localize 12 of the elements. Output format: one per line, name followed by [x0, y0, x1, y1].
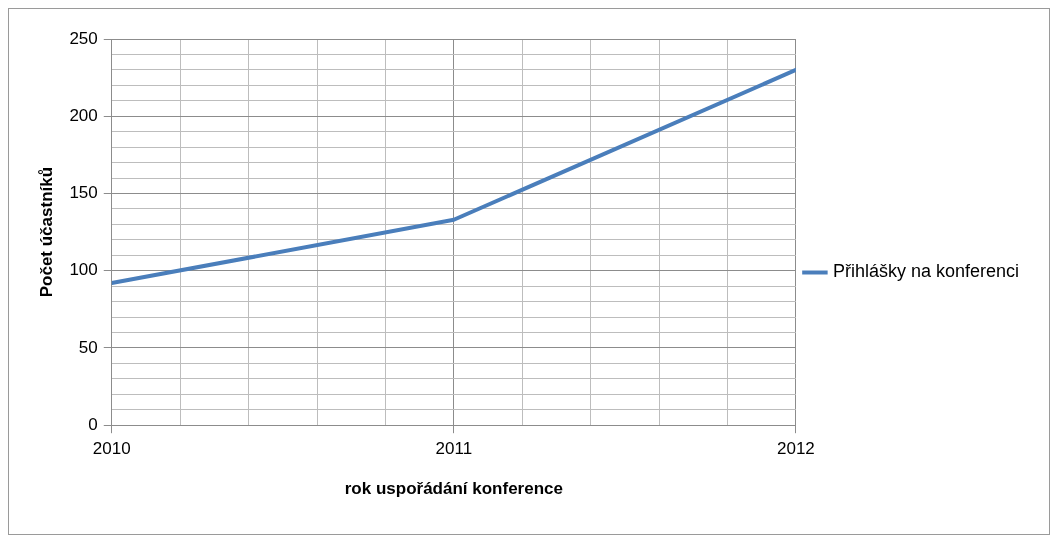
x-axis-title: rok uspořádání konference [344, 479, 563, 499]
legend-label: Přihlášky na konferenci [832, 261, 1019, 282]
y-tick-label: 100 [69, 260, 98, 280]
y-tick-label: 0 [88, 414, 98, 434]
y-tick-label: 200 [69, 105, 98, 125]
x-tick-label: 2010 [92, 439, 131, 459]
x-tick-label: 2011 [435, 439, 473, 459]
y-tick-label: 150 [69, 183, 98, 203]
y-tick-label: 250 [69, 28, 98, 48]
y-tick-label: 50 [78, 337, 98, 357]
x-tick-label: 2012 [777, 439, 815, 459]
y-axis-title: Počet účastníků [36, 166, 56, 298]
